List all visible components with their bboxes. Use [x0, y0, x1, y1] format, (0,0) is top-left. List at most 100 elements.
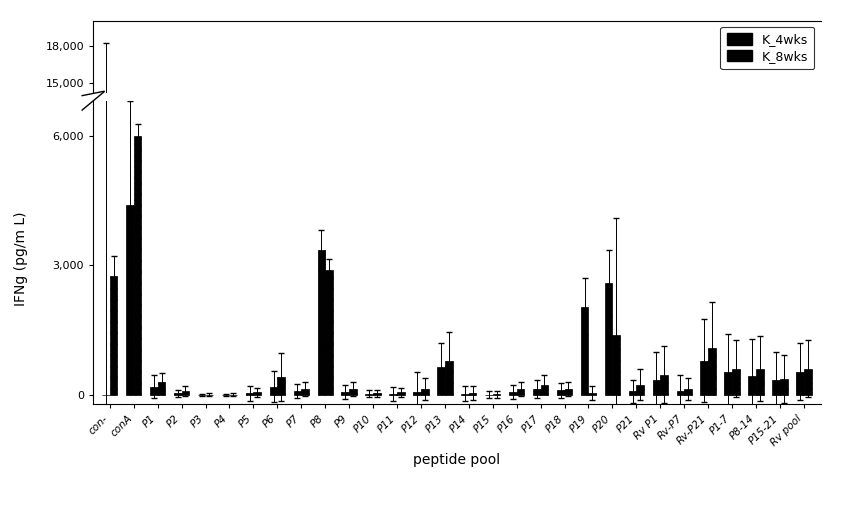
Bar: [509, 270, 517, 271]
Bar: [469, 393, 476, 395]
Bar: [461, 394, 469, 395]
Bar: [708, 348, 716, 395]
Bar: [589, 393, 596, 395]
Bar: [301, 389, 309, 395]
Bar: [613, 254, 620, 271]
Bar: [389, 394, 397, 395]
Bar: [126, 217, 134, 271]
Bar: [270, 387, 277, 395]
Bar: [150, 269, 157, 271]
Bar: [342, 392, 349, 395]
Bar: [397, 392, 404, 395]
Bar: [541, 384, 548, 395]
Bar: [517, 389, 525, 395]
Bar: [541, 268, 548, 271]
Bar: [581, 246, 589, 271]
Bar: [110, 237, 118, 271]
Bar: [660, 375, 668, 395]
Bar: [636, 268, 644, 271]
Bar: [157, 382, 165, 395]
Bar: [796, 265, 804, 271]
Bar: [325, 270, 332, 395]
X-axis label: peptide pool: peptide pool: [414, 453, 500, 467]
Bar: [182, 270, 190, 271]
Bar: [796, 371, 804, 395]
Bar: [182, 391, 190, 395]
Bar: [509, 392, 517, 395]
Bar: [732, 368, 739, 395]
Bar: [613, 335, 620, 395]
Bar: [700, 361, 708, 395]
Bar: [677, 391, 684, 395]
Bar: [349, 270, 357, 271]
Bar: [134, 196, 141, 271]
Bar: [660, 266, 668, 271]
Bar: [756, 264, 764, 271]
Bar: [134, 136, 141, 395]
Bar: [732, 264, 739, 271]
Bar: [301, 270, 309, 271]
Text: IFNg (pg/m L): IFNg (pg/m L): [14, 212, 28, 306]
Bar: [437, 367, 445, 395]
Bar: [517, 270, 525, 271]
Bar: [110, 276, 118, 395]
Bar: [254, 392, 261, 395]
Bar: [772, 267, 780, 271]
Legend: K_4wks, K_8wks: K_4wks, K_8wks: [721, 27, 815, 69]
Bar: [414, 270, 421, 271]
Bar: [126, 205, 134, 395]
Bar: [652, 267, 660, 271]
Bar: [150, 387, 157, 395]
Bar: [581, 307, 589, 395]
Bar: [804, 264, 811, 271]
Bar: [317, 229, 325, 271]
Bar: [325, 235, 332, 271]
Bar: [174, 393, 182, 395]
Bar: [421, 389, 429, 395]
Bar: [780, 379, 788, 395]
Bar: [294, 391, 301, 395]
Bar: [349, 389, 357, 395]
Bar: [629, 392, 636, 395]
Bar: [700, 262, 708, 271]
Bar: [445, 262, 453, 271]
Bar: [557, 390, 564, 395]
Bar: [772, 380, 780, 395]
Bar: [749, 266, 756, 271]
Bar: [373, 393, 381, 395]
Bar: [724, 371, 732, 395]
Bar: [437, 263, 445, 271]
Bar: [533, 389, 541, 395]
Bar: [157, 268, 165, 271]
Bar: [445, 361, 453, 395]
Bar: [414, 392, 421, 395]
Bar: [564, 389, 572, 395]
Bar: [708, 258, 716, 271]
Bar: [557, 270, 564, 271]
Bar: [605, 283, 613, 395]
Bar: [652, 380, 660, 395]
Bar: [636, 384, 644, 395]
Bar: [277, 377, 285, 395]
Bar: [533, 270, 541, 271]
Bar: [756, 368, 764, 395]
Bar: [684, 389, 692, 395]
Bar: [342, 270, 349, 271]
Bar: [677, 270, 684, 271]
Bar: [804, 368, 811, 395]
Bar: [365, 394, 373, 395]
Bar: [277, 266, 285, 271]
Bar: [317, 250, 325, 395]
Bar: [605, 239, 613, 271]
Bar: [245, 393, 254, 395]
Bar: [492, 394, 500, 395]
Bar: [564, 270, 572, 271]
Bar: [421, 270, 429, 271]
Bar: [780, 267, 788, 271]
Bar: [294, 270, 301, 271]
Bar: [684, 270, 692, 271]
Bar: [270, 269, 277, 271]
Bar: [629, 270, 636, 271]
Bar: [749, 376, 756, 395]
Bar: [724, 265, 732, 271]
